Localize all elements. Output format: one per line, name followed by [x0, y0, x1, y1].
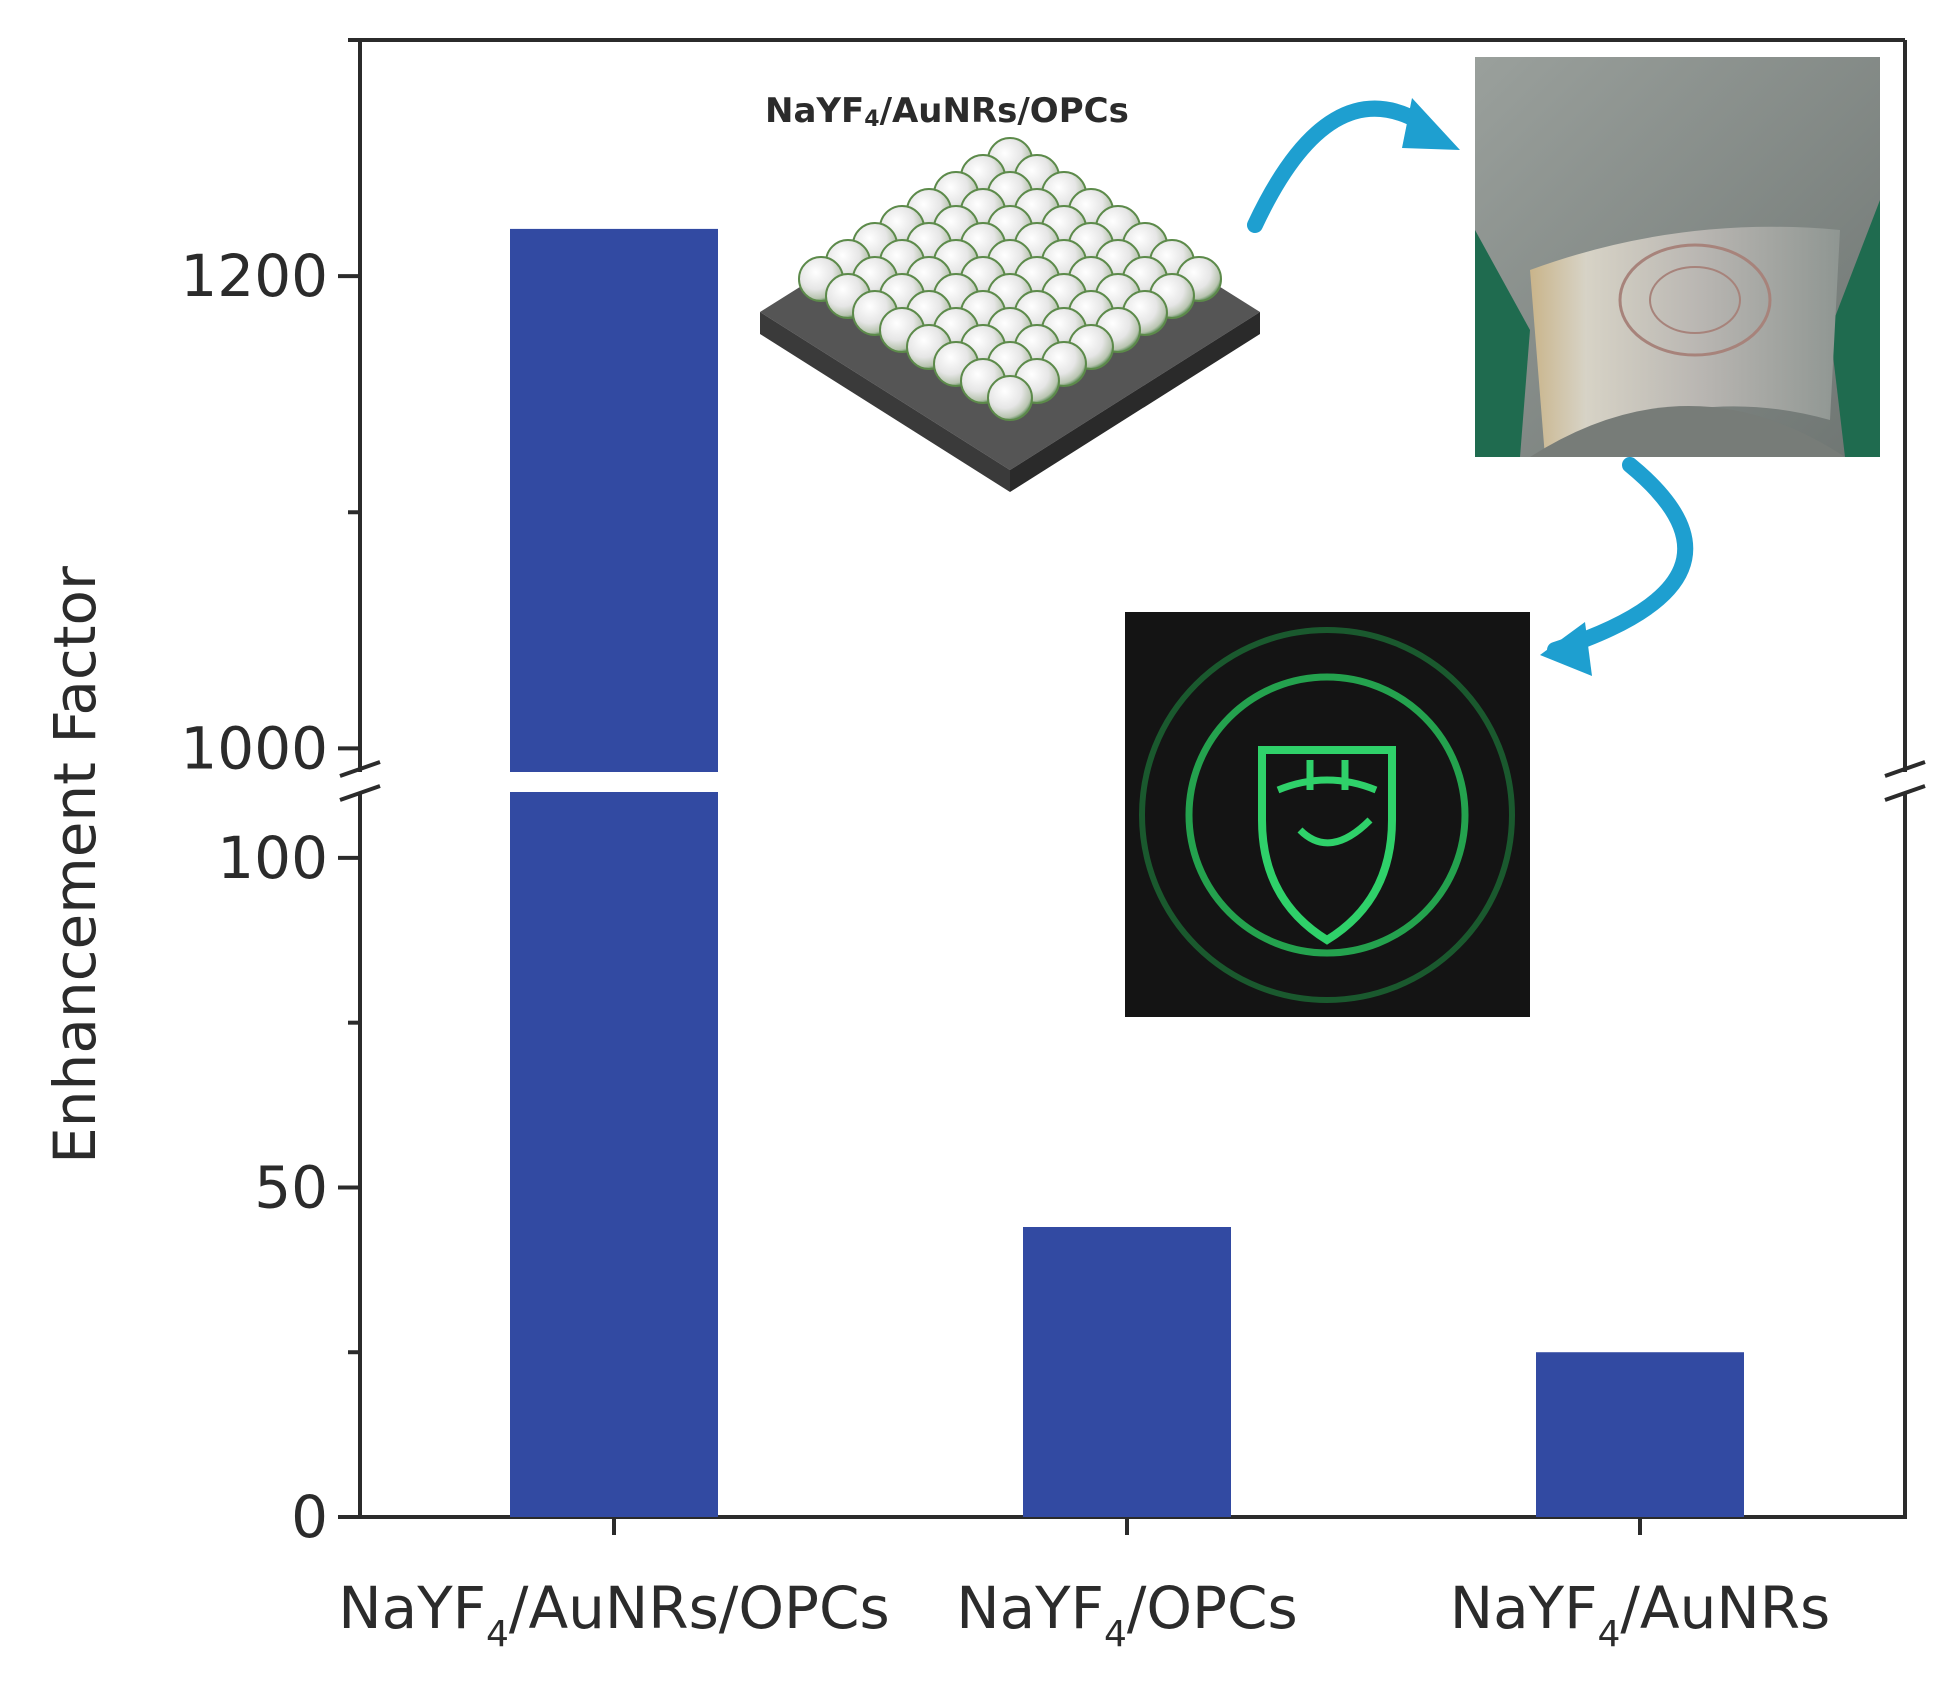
- arrow-film-to-fluorescence: [1547, 457, 1693, 658]
- bars: [510, 228, 1744, 1517]
- y-axis-ticks: 0 50 100 1000 1200: [180, 38, 360, 1551]
- y-tick-1000-label: 1000: [180, 714, 328, 782]
- sphere-array: [798, 137, 1222, 421]
- inset-schematic-label: NaYF4/AuNRs/OPCs: [765, 91, 1129, 132]
- y-tick-0-label: 0: [291, 1483, 328, 1551]
- bar-1-lower: [510, 792, 718, 1517]
- substrate-side-left: [760, 312, 1010, 492]
- y-tick-100-label: 100: [217, 824, 328, 892]
- arrow-head-fluorescence: [1540, 622, 1592, 676]
- sphere: [987, 375, 1033, 421]
- inset-photo-film: [1475, 57, 1880, 457]
- x-tick-label-1: NaYF4/AuNRs/OPCs: [338, 1574, 889, 1655]
- x-axis-labels: NaYF4/AuNRs/OPCs NaYF4/OPCs NaYF4/AuNRs: [338, 1517, 1830, 1655]
- x-tick-label-3: NaYF4/AuNRs: [1450, 1574, 1831, 1655]
- inset-fluorescence-image: [1125, 612, 1530, 1017]
- arrow-schematic-to-film: [1247, 100, 1433, 233]
- substrate-side-right: [1010, 312, 1260, 492]
- axis-break-left: [339, 760, 381, 802]
- inset-schematic: NaYF4/AuNRs/OPCs: [760, 91, 1260, 492]
- arrow-head-film: [1402, 98, 1460, 150]
- y-tick-1200-label: 1200: [180, 242, 328, 310]
- x-tick-label-2: NaYF4/OPCs: [956, 1574, 1298, 1655]
- y-tick-50-label: 50: [254, 1153, 328, 1221]
- y-axis-label: Enhancement Factor: [41, 566, 109, 1164]
- axis-break-right: [1884, 760, 1926, 802]
- bar-2: [1023, 1227, 1231, 1517]
- arrow-heads: [1402, 98, 1592, 676]
- bar-3: [1536, 1352, 1744, 1517]
- flow-arrows: [1247, 100, 1693, 658]
- bar-1-upper: [510, 228, 718, 773]
